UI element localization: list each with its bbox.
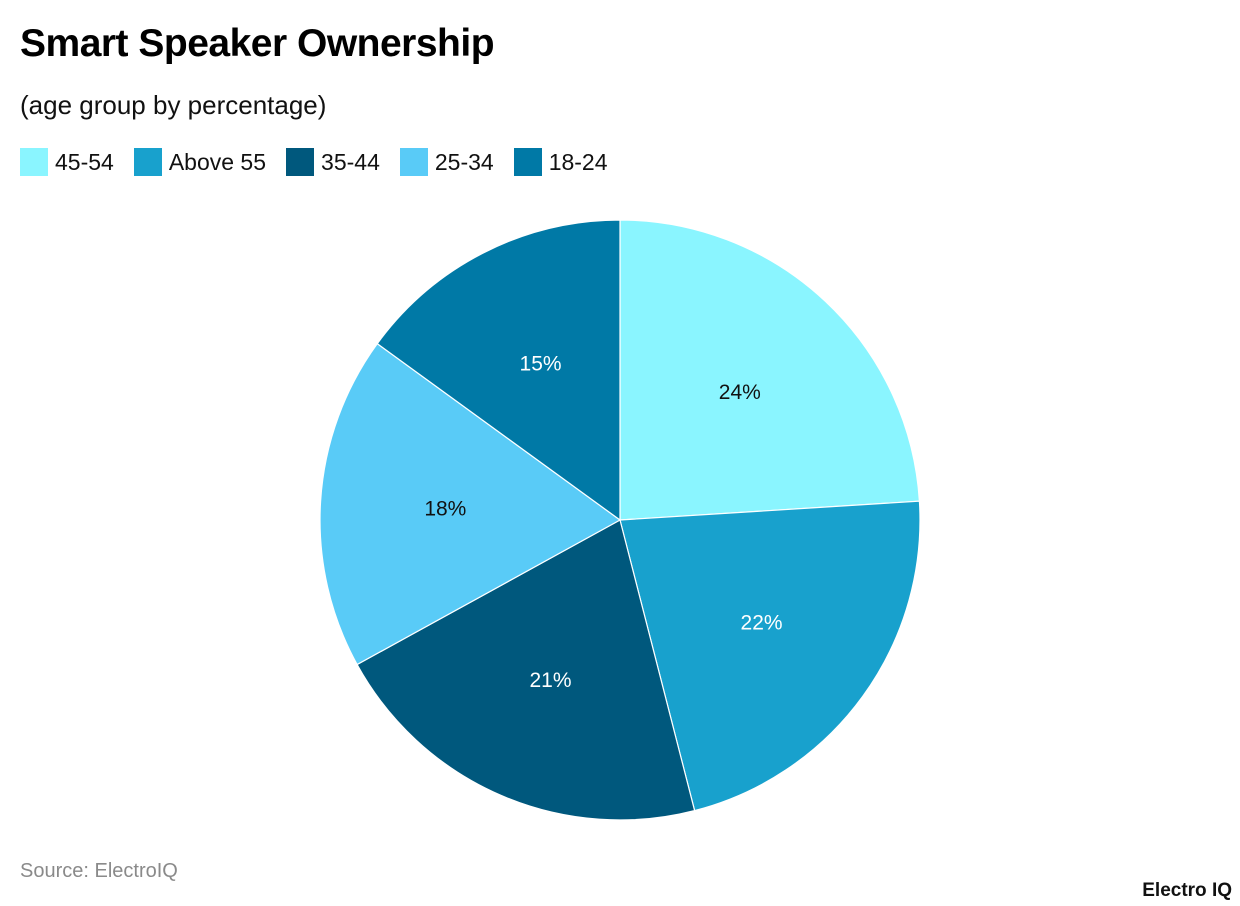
legend-swatch	[286, 148, 315, 176]
legend-item-45-54: 45-54	[20, 148, 114, 176]
chart-title: Smart Speaker Ownership	[20, 22, 495, 65]
pie-slice-labels: 24% 22% 21% 18% 15%	[424, 353, 782, 693]
legend-swatch	[399, 148, 428, 176]
source-note: Source: ElectroIQ	[20, 860, 178, 882]
legend-swatch	[513, 148, 542, 176]
legend-label: 45-54	[55, 148, 114, 175]
pie-slice-45-54	[619, 219, 921, 521]
legend-label: Above 55	[168, 148, 267, 175]
slice-value-label: 21%	[529, 669, 571, 692]
pie-slice-25-34	[319, 342, 622, 666]
legend-item-18-24: 18-24	[513, 148, 608, 176]
legend-label: 18-24	[548, 148, 608, 175]
legend-item-35-44: 35-44	[286, 148, 380, 176]
pie-slices	[319, 219, 921, 821]
legend-swatch	[133, 148, 162, 176]
slice-value-label: 24%	[719, 381, 761, 404]
chart-subtitle: (age group by percentage)	[20, 90, 327, 120]
pie-slice-above-55	[619, 500, 921, 812]
legend: 45-54 Above 55 35-44 25-34 18-24	[20, 147, 628, 177]
brand-logo: Electro IQ	[1142, 880, 1232, 901]
pie-slice-18-24	[376, 219, 621, 522]
legend-label: 35-44	[321, 148, 380, 175]
legend-swatch	[20, 148, 48, 176]
legend-label: 25-34	[434, 148, 494, 175]
slice-value-label: 22%	[741, 611, 783, 634]
legend-item-25-34: 25-34	[399, 148, 494, 176]
slice-value-label: 18%	[424, 498, 466, 521]
legend-item-above-55: Above 55	[133, 148, 267, 176]
slice-value-label: 15%	[520, 353, 562, 376]
pie-slice-35-44	[356, 519, 696, 821]
